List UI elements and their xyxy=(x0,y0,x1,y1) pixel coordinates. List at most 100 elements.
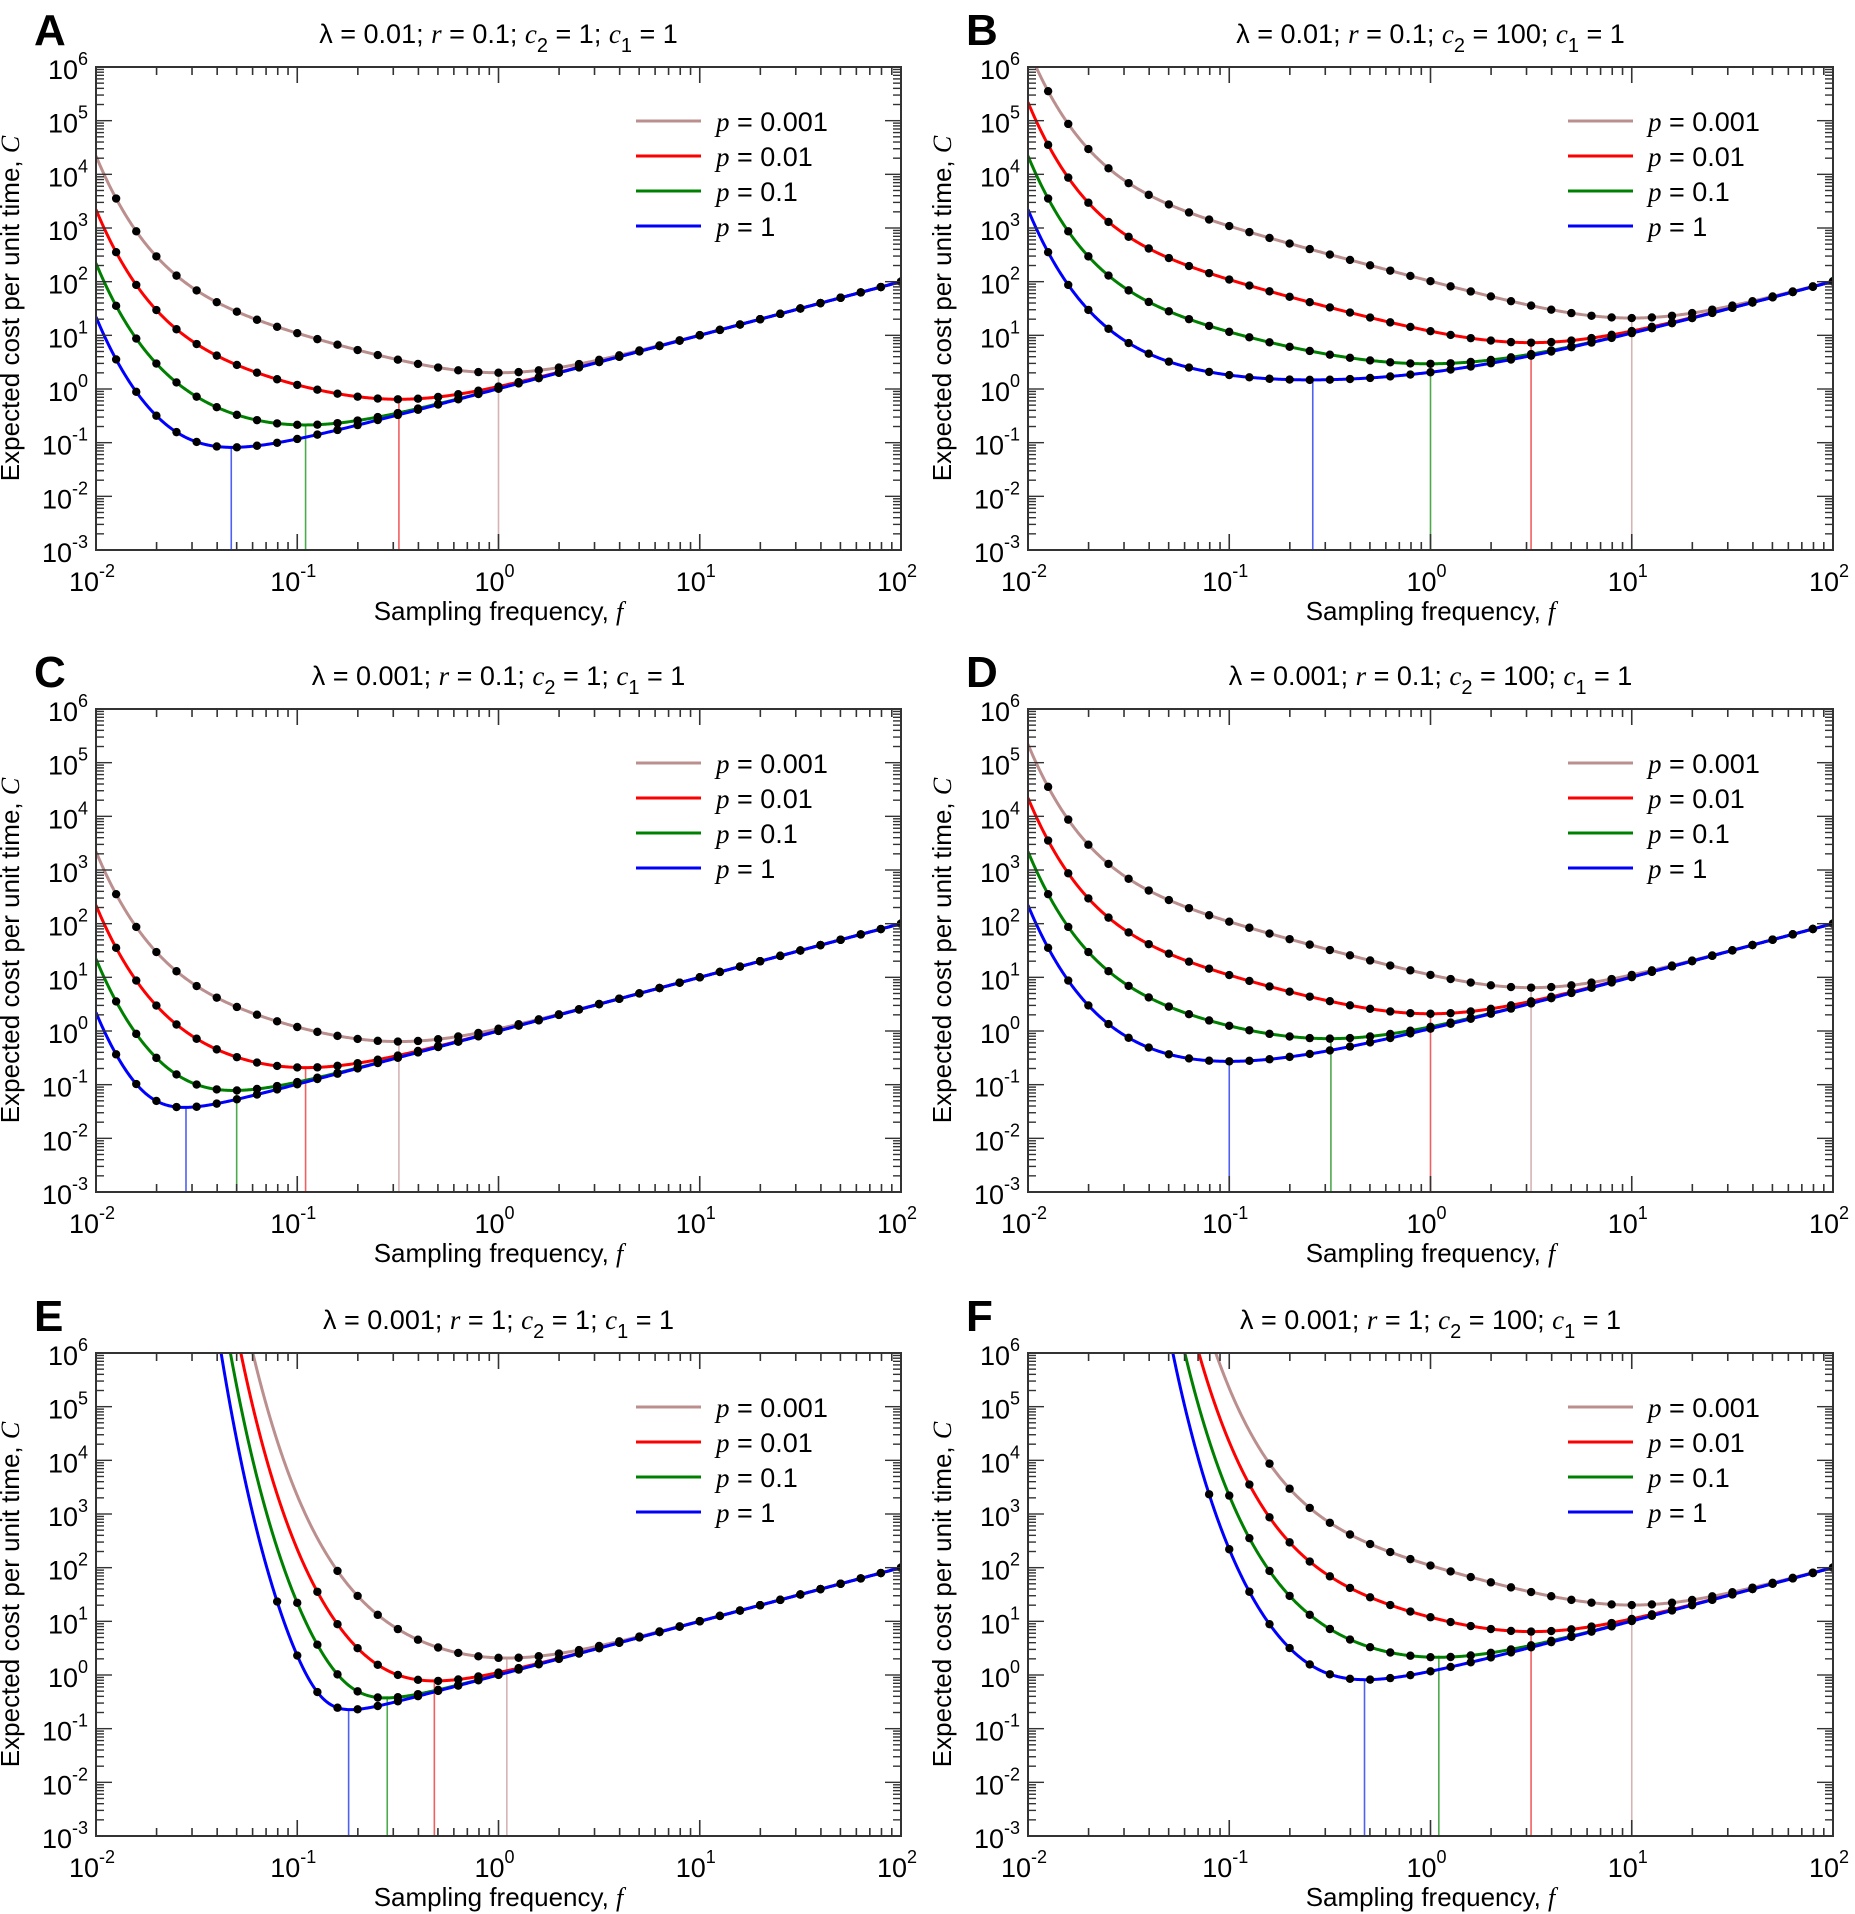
data-point xyxy=(132,1079,141,1089)
data-point xyxy=(1124,928,1133,937)
data-point xyxy=(1687,313,1697,323)
tick-exponent: -3 xyxy=(1004,1818,1020,1838)
title-c1-symbol: c xyxy=(616,661,628,691)
data-point xyxy=(1386,266,1395,275)
data-point xyxy=(474,389,483,399)
y-axis-label: Expected cost per unit time, C xyxy=(0,135,25,481)
data-point xyxy=(816,1584,825,1594)
title-c2-symbol: c xyxy=(521,1305,533,1335)
data-point xyxy=(1808,282,1818,291)
tick-base: 10 xyxy=(974,538,1004,568)
tick-exponent: 3 xyxy=(1010,210,1020,230)
data-point xyxy=(293,328,302,338)
title-c2-value: = 1; xyxy=(556,661,617,691)
title-r-symbol: r xyxy=(431,19,442,49)
data-point xyxy=(534,1652,543,1661)
y-tick-label: 101 xyxy=(48,317,88,353)
data-point xyxy=(695,1617,704,1626)
tick-base: 10 xyxy=(1406,1209,1436,1239)
title-c1-symbol: c xyxy=(605,1305,617,1335)
data-point xyxy=(212,351,221,360)
data-point xyxy=(1406,1554,1415,1564)
y-axis-label: Expected cost per unit time, C xyxy=(0,777,25,1123)
legend-var: p xyxy=(714,784,730,814)
data-point xyxy=(111,1050,121,1059)
tick-exponent: -1 xyxy=(72,1711,88,1731)
data-point xyxy=(212,1099,221,1108)
tick-base: 10 xyxy=(270,1209,300,1239)
tick-exponent: 0 xyxy=(505,561,515,581)
tick-exponent: 1 xyxy=(1638,1847,1648,1867)
tick-base: 10 xyxy=(980,697,1010,727)
tick-base: 10 xyxy=(48,751,78,781)
data-point xyxy=(172,378,181,387)
tick-exponent: 0 xyxy=(78,1013,88,1033)
data-point xyxy=(474,1652,483,1661)
series-line xyxy=(96,851,901,1044)
tick-exponent: 0 xyxy=(78,1657,88,1677)
data-point xyxy=(1567,988,1576,998)
data-point xyxy=(1225,275,1234,284)
y-tick-label: 102 xyxy=(48,906,88,942)
data-point xyxy=(1245,976,1254,986)
y-tick-label: 10-3 xyxy=(42,1174,88,1210)
data-point xyxy=(1124,178,1133,188)
data-point xyxy=(172,271,181,280)
data-point xyxy=(1486,1009,1496,1018)
data-point xyxy=(1526,1587,1536,1597)
data-point xyxy=(172,1020,181,1029)
data-point xyxy=(1808,1568,1818,1578)
data-point xyxy=(1386,358,1395,367)
data-point xyxy=(1285,342,1294,352)
x-axis-label: Sampling frequency, f xyxy=(1306,596,1559,626)
data-point xyxy=(353,392,362,401)
data-point xyxy=(1305,1660,1314,1669)
title-c2-symbol: c xyxy=(1449,661,1461,691)
legend-var: p xyxy=(714,1393,730,1423)
legend-var: p xyxy=(714,749,730,779)
legend-label: p = 0.001 xyxy=(714,107,828,137)
data-point xyxy=(1667,1598,1677,1607)
data-point xyxy=(433,1035,443,1044)
data-point xyxy=(1285,1052,1294,1062)
data-point xyxy=(1064,976,1073,985)
tick-base: 10 xyxy=(980,751,1010,781)
data-point xyxy=(1345,308,1355,317)
data-point xyxy=(353,1644,362,1653)
data-point xyxy=(1164,200,1174,209)
y-tick-label: 102 xyxy=(48,264,88,300)
data-point xyxy=(1285,1538,1294,1547)
plot-frame xyxy=(95,708,902,1193)
y-tick-label: 101 xyxy=(980,1603,1020,1639)
data-point xyxy=(252,441,262,450)
tick-exponent: 1 xyxy=(1638,1203,1648,1223)
data-point xyxy=(514,1665,523,1674)
data-point xyxy=(1245,333,1254,342)
data-point xyxy=(1305,298,1314,307)
data-point xyxy=(1043,943,1053,953)
data-point xyxy=(252,1090,262,1099)
data-point xyxy=(1587,338,1596,347)
tick-base: 10 xyxy=(1608,1853,1638,1883)
data-point xyxy=(1204,215,1214,224)
data-point xyxy=(1406,1008,1415,1018)
data-point xyxy=(876,924,886,934)
data-point xyxy=(1084,198,1093,207)
data-point xyxy=(1204,1056,1214,1065)
data-point xyxy=(1486,1624,1496,1634)
data-point xyxy=(1426,1024,1435,1033)
legend-value: = 1 xyxy=(730,1498,776,1528)
y-tick-label: 106 xyxy=(980,1335,1020,1371)
tick-exponent: -3 xyxy=(1004,1174,1020,1194)
x-tick-label: 102 xyxy=(877,1203,917,1239)
x-tick-label: 101 xyxy=(676,561,716,597)
legend-label: p = 0.1 xyxy=(714,1463,798,1493)
tick-exponent: -1 xyxy=(72,1067,88,1087)
title-r-symbol: r xyxy=(1348,19,1359,49)
data-point xyxy=(1184,363,1194,372)
tick-exponent: 0 xyxy=(505,1847,515,1867)
title-c2-value: = 100; xyxy=(1465,19,1556,49)
tick-exponent: -3 xyxy=(72,1174,88,1194)
data-point xyxy=(675,1622,684,1631)
